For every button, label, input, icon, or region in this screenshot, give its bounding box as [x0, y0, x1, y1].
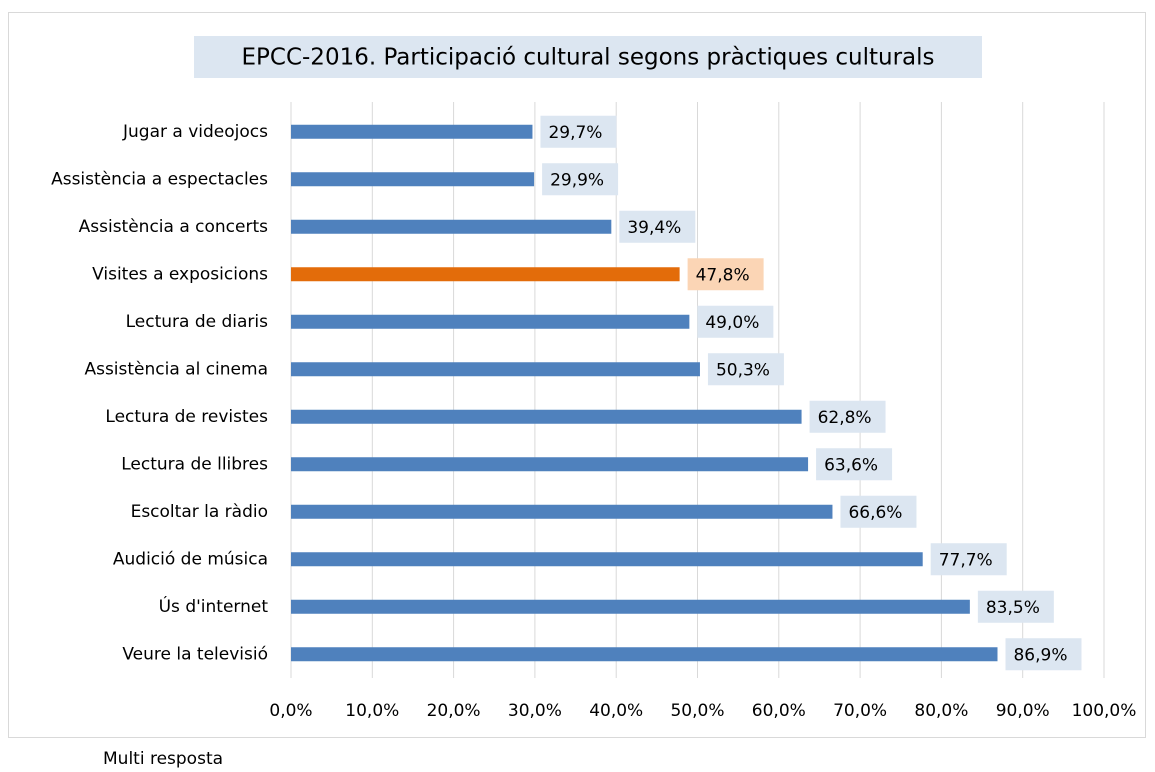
bar	[291, 172, 535, 187]
bar	[291, 314, 690, 329]
data-label-box	[540, 115, 617, 148]
data-label: 47,8%	[696, 265, 750, 285]
data-label: 86,9%	[1013, 645, 1067, 665]
data-label-box	[687, 258, 764, 291]
bar	[291, 409, 802, 424]
data-label-box	[697, 305, 774, 338]
bar	[291, 504, 833, 519]
data-label-box	[809, 400, 886, 433]
data-label-box	[816, 448, 893, 481]
data-label: 66,6%	[848, 503, 902, 523]
x-tick-label: 10,0%	[345, 701, 399, 721]
note: Multi resposta	[103, 749, 223, 769]
y-tick-label: Assistència a concerts	[79, 217, 269, 237]
data-label-box	[977, 590, 1054, 623]
bar	[291, 647, 998, 662]
x-tick-label: 0,0%	[269, 701, 312, 721]
data-label: 62,8%	[818, 408, 872, 428]
x-tick-label: 40,0%	[589, 701, 643, 721]
data-label-box	[1005, 638, 1082, 671]
bar	[291, 552, 923, 567]
data-label-box	[619, 210, 696, 243]
y-tick-label: Lectura de diaris	[126, 312, 269, 332]
data-label: 39,4%	[627, 218, 681, 238]
x-tick-label: 100,0%	[1072, 701, 1137, 721]
y-tick-label: Visites a exposicions	[92, 264, 268, 284]
data-label: 77,7%	[939, 550, 993, 570]
bar	[291, 124, 533, 139]
y-tick-label: Jugar a videojocs	[122, 122, 268, 142]
data-label-box	[930, 543, 1007, 576]
y-tick-label: Ús d'internet	[159, 595, 269, 617]
bar	[291, 599, 970, 614]
x-tick-label: 90,0%	[996, 701, 1050, 721]
y-tick-label: Lectura de llibres	[121, 454, 268, 474]
data-label: 50,3%	[716, 360, 770, 380]
bar	[291, 457, 809, 472]
data-label-box	[840, 495, 917, 528]
x-tick-label: 30,0%	[508, 701, 562, 721]
y-tick-label: Assistència al cinema	[84, 359, 268, 379]
x-tick-label: 50,0%	[670, 701, 724, 721]
y-tick-label: Assistència a espectacles	[51, 169, 268, 189]
bar	[291, 267, 680, 282]
data-label: 63,6%	[824, 455, 878, 475]
x-tick-label: 20,0%	[427, 701, 481, 721]
data-label: 29,7%	[548, 123, 602, 143]
x-tick-label: 70,0%	[833, 701, 887, 721]
bar	[291, 219, 612, 234]
data-label-box	[707, 353, 784, 386]
chart-title: EPCC-2016. Participació cultural segons …	[241, 45, 934, 71]
x-tick-label: 80,0%	[914, 701, 968, 721]
data-label: 83,5%	[986, 598, 1040, 618]
data-label: 49,0%	[705, 313, 759, 333]
y-tick-label: Veure la televisió	[122, 644, 268, 664]
y-tick-label: Lectura de revistes	[105, 407, 268, 427]
bar	[291, 362, 700, 377]
x-tick-label: 60,0%	[752, 701, 806, 721]
title-box	[194, 36, 982, 78]
y-tick-label: Audició de música	[113, 549, 268, 569]
data-label: 29,9%	[550, 170, 604, 190]
data-label-box	[542, 163, 619, 196]
y-tick-label: Escoltar la ràdio	[131, 502, 268, 522]
